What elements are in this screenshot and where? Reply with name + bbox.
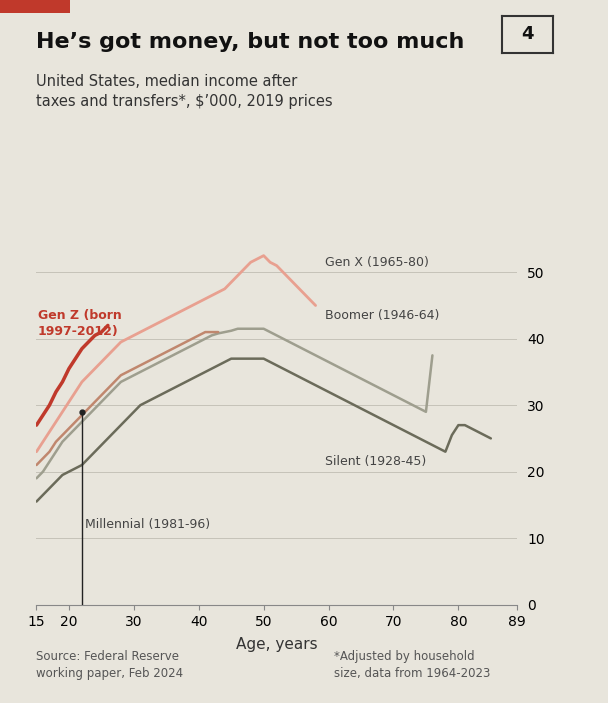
Text: Silent (1928-45): Silent (1928-45) xyxy=(325,455,427,468)
Text: He’s got money, but not too much: He’s got money, but not too much xyxy=(36,32,465,51)
Text: United States, median income after
taxes and transfers*, $’000, 2019 prices: United States, median income after taxes… xyxy=(36,74,333,109)
Text: Source: Federal Reserve
working paper, Feb 2024: Source: Federal Reserve working paper, F… xyxy=(36,650,184,681)
Text: Boomer (1946-64): Boomer (1946-64) xyxy=(325,309,440,322)
X-axis label: Age, years: Age, years xyxy=(236,638,317,652)
Text: Gen X (1965-80): Gen X (1965-80) xyxy=(325,256,429,269)
Text: 4: 4 xyxy=(521,25,534,44)
Text: Millennial (1981-96): Millennial (1981-96) xyxy=(85,518,210,531)
Text: *Adjusted by household
size, data from 1964-2023: *Adjusted by household size, data from 1… xyxy=(334,650,491,681)
Text: Gen Z (born
1997-2012): Gen Z (born 1997-2012) xyxy=(38,309,122,338)
